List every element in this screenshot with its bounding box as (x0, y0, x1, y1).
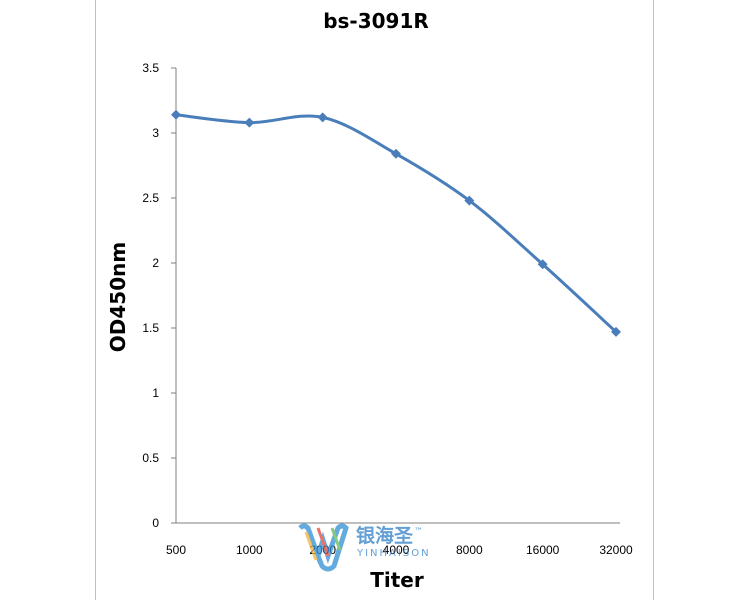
data-point-1000 (244, 117, 255, 128)
yinhaison-logo-icon (298, 523, 349, 572)
y-tick-label: 0 (152, 516, 159, 530)
watermark-tm-text: ™ (414, 527, 423, 537)
x-tick-label: 4000 (383, 543, 410, 557)
data-point-16000 (537, 259, 548, 270)
left-frame-border (95, 0, 96, 600)
watermark-chinese-text: 银海圣 (356, 524, 414, 547)
x-tick-label: 8000 (456, 543, 483, 557)
data-point-4000 (391, 148, 401, 159)
right-frame-border (653, 0, 654, 600)
x-tick-label: 32000 (599, 543, 633, 557)
y-tick-label: 3 (152, 126, 159, 140)
y-tick-label: 3.5 (142, 61, 159, 75)
x-axis-label: Titer (370, 568, 424, 592)
data-point-2000 (317, 112, 328, 123)
x-axis-ticks: 500 1000 2000 4000 8000 16000 32000 (166, 543, 633, 557)
yinhaison-watermark: 银海圣 ™ YINHAISON (298, 523, 431, 572)
chart-title: bs-3091R (323, 9, 429, 33)
x-tick-label: 500 (166, 543, 186, 557)
series-line (174, 113, 618, 334)
y-tick-label: 1.5 (142, 321, 159, 335)
data-point-32000 (611, 326, 621, 337)
x-tick-label: 1000 (236, 543, 263, 557)
series-markers (171, 109, 621, 337)
watermark-latin-text: YINHAISON (356, 548, 431, 559)
y-tick-label: 1 (152, 386, 159, 400)
y-tick-label: 0.5 (142, 451, 159, 465)
data-point-8000 (464, 195, 475, 206)
y-tick-label: 2 (152, 256, 159, 270)
y-tick-label: 2.5 (142, 191, 159, 205)
data-point-500 (171, 109, 181, 120)
y-axis-label: OD450nm (106, 242, 130, 352)
y-axis-ticks: 0 0.5 1 1.5 2 2.5 3 3.5 (142, 61, 176, 530)
x-tick-label: 16000 (526, 543, 560, 557)
